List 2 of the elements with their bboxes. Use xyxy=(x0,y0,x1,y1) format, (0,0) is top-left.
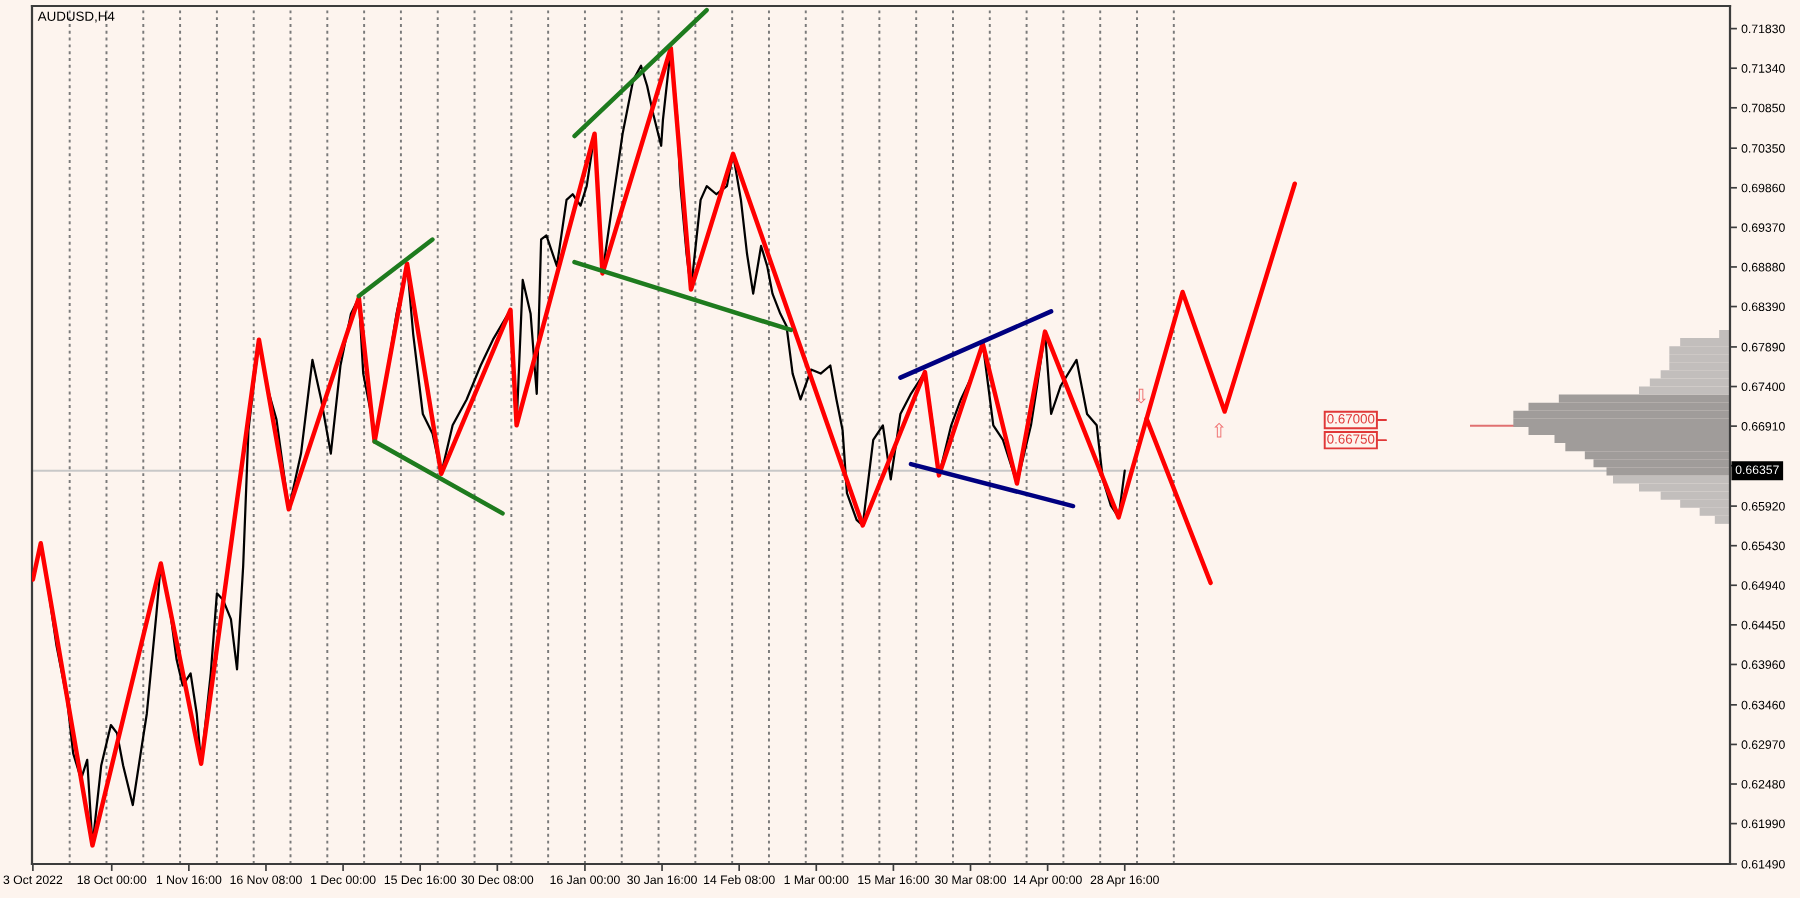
annotation: ⇩ xyxy=(1136,388,1146,404)
annotation: ⇧ xyxy=(1214,422,1224,438)
